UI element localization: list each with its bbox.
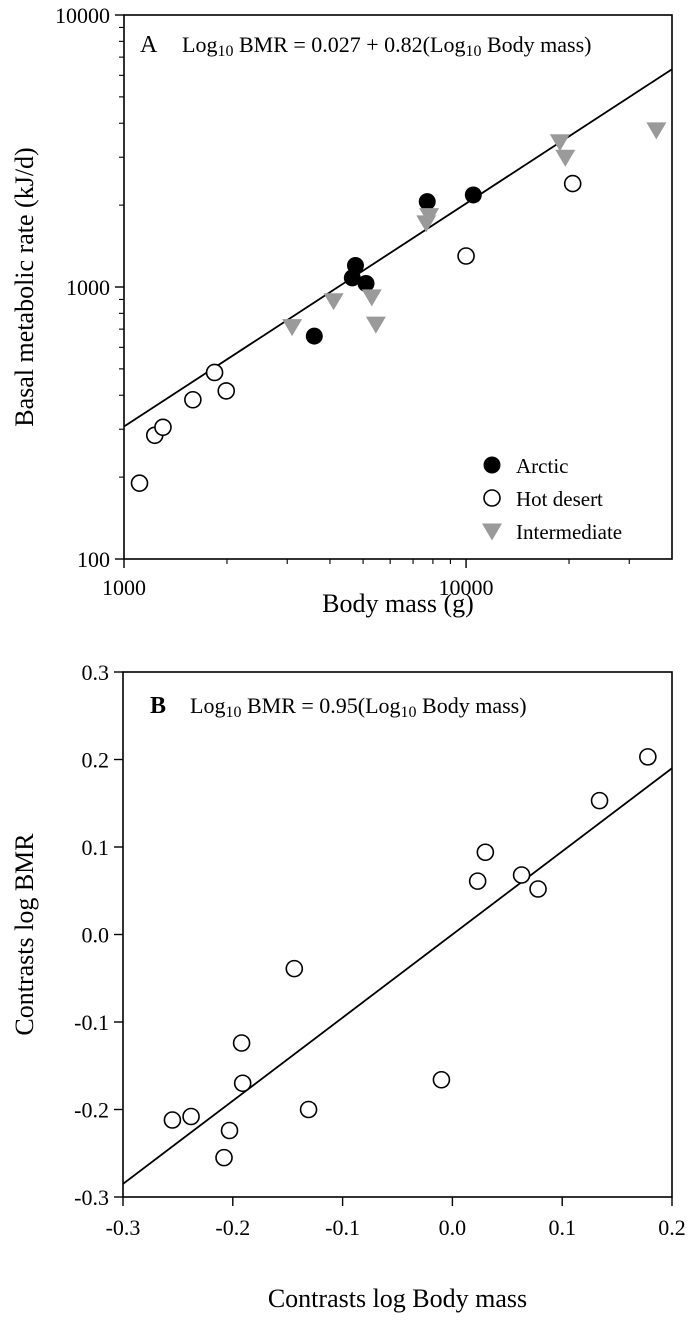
- data-point: [130, 474, 149, 492]
- data-point: [483, 489, 501, 507]
- y-tick-label: 0.2: [82, 748, 110, 773]
- equation-part: Log: [190, 693, 225, 718]
- data-point: [299, 1100, 318, 1119]
- data-point: [163, 1111, 182, 1129]
- data-point: [549, 134, 570, 152]
- equation-part: Body mass): [417, 693, 527, 718]
- data-point: [184, 390, 202, 409]
- x-tick-label: -0.2: [215, 1215, 250, 1240]
- y-tick-label: 0.1: [82, 835, 110, 860]
- legend-entry: Intermediate: [516, 520, 622, 544]
- legend-entry: Arctic: [516, 454, 568, 478]
- data-point: [512, 866, 531, 884]
- data-point: [419, 208, 440, 226]
- regression-line: [122, 767, 673, 1185]
- plot-frame: [122, 671, 673, 1198]
- data-point: [361, 289, 382, 307]
- y-tick-label: 0.3: [82, 660, 110, 685]
- equation-part: BMR = 0.95(Log: [241, 693, 400, 718]
- equation-text: Log10 BMR = 0.95(Log10 Body mass): [190, 693, 527, 721]
- y-tick-label: -0.2: [74, 1098, 109, 1123]
- x-axis-label: Body mass (g): [322, 589, 474, 618]
- data-point: [182, 1107, 200, 1126]
- x-tick-label: 10000: [439, 575, 494, 600]
- panel-letter: A: [140, 32, 158, 58]
- data-point: [468, 872, 487, 890]
- plot-frame: [123, 14, 673, 560]
- x-tick-label: -0.3: [106, 1215, 141, 1240]
- x-tick-label: 0.1: [548, 1215, 576, 1240]
- data-point: [529, 880, 547, 898]
- x-tick-label: 0.0: [439, 1215, 467, 1240]
- data-point: [646, 122, 667, 140]
- data-point: [233, 1074, 252, 1093]
- data-point: [639, 748, 657, 766]
- data-point: [432, 1070, 451, 1089]
- data-point: [563, 174, 582, 193]
- data-point: [357, 275, 375, 293]
- panel-letter: B: [150, 693, 166, 719]
- data-point: [457, 247, 475, 265]
- data-point: [483, 456, 501, 474]
- y-tick-label: -0.3: [74, 1185, 109, 1210]
- data-point: [220, 1121, 239, 1140]
- data-point: [282, 319, 303, 337]
- legend-entry: Hot desert: [516, 487, 603, 511]
- data-point: [323, 293, 344, 311]
- equation-subscript: 10: [401, 704, 417, 721]
- data-point: [154, 418, 172, 437]
- data-point: [205, 363, 224, 382]
- data-point: [418, 193, 436, 211]
- y-tick-label: -0.1: [74, 1010, 109, 1035]
- equation-subscript: 10: [225, 704, 241, 721]
- x-tick-label: 1000: [102, 575, 146, 600]
- equation-subscript: 10: [465, 43, 481, 60]
- data-point: [346, 256, 364, 274]
- data-point: [285, 959, 304, 978]
- data-point: [215, 1148, 233, 1167]
- data-point: [217, 382, 236, 400]
- data-point: [232, 1034, 251, 1052]
- y-tick-label: 10000: [55, 3, 110, 28]
- x-tick-label: -0.1: [325, 1215, 360, 1240]
- x-tick-label: 0.2: [658, 1215, 686, 1240]
- data-point: [555, 149, 576, 167]
- y-axis-label: Contrasts log BMR: [10, 833, 39, 1036]
- data-point: [365, 316, 386, 334]
- x-axis-label: Contrasts log Body mass: [268, 1284, 527, 1313]
- panel-b: -0.3 -0.2 -0.1 0.0 0.1 0.2 -0.3 -0.2 -0.1 0.0 0.1 0…: [10, 660, 686, 1313]
- data-point: [464, 186, 482, 204]
- data-point: [482, 523, 502, 541]
- data-point: [476, 843, 495, 862]
- y-tick-label: 100: [77, 547, 110, 572]
- data-point: [590, 791, 609, 810]
- equation-subscript: 10: [217, 43, 233, 60]
- equation-part: BMR = 0.027 + 0.82(Log: [233, 32, 465, 57]
- equation-part: Body mass): [481, 32, 591, 57]
- y-tick-label: 1000: [66, 275, 110, 300]
- y-axis-label: Basal metabolic rate (kJ/d): [10, 147, 39, 426]
- data-point: [305, 327, 323, 345]
- y-tick-label: 0.0: [82, 923, 110, 948]
- equation-text: Log10 BMR = 0.027 + 0.82(Log10 Body mass…: [182, 32, 591, 60]
- equation-part: Log: [182, 32, 217, 57]
